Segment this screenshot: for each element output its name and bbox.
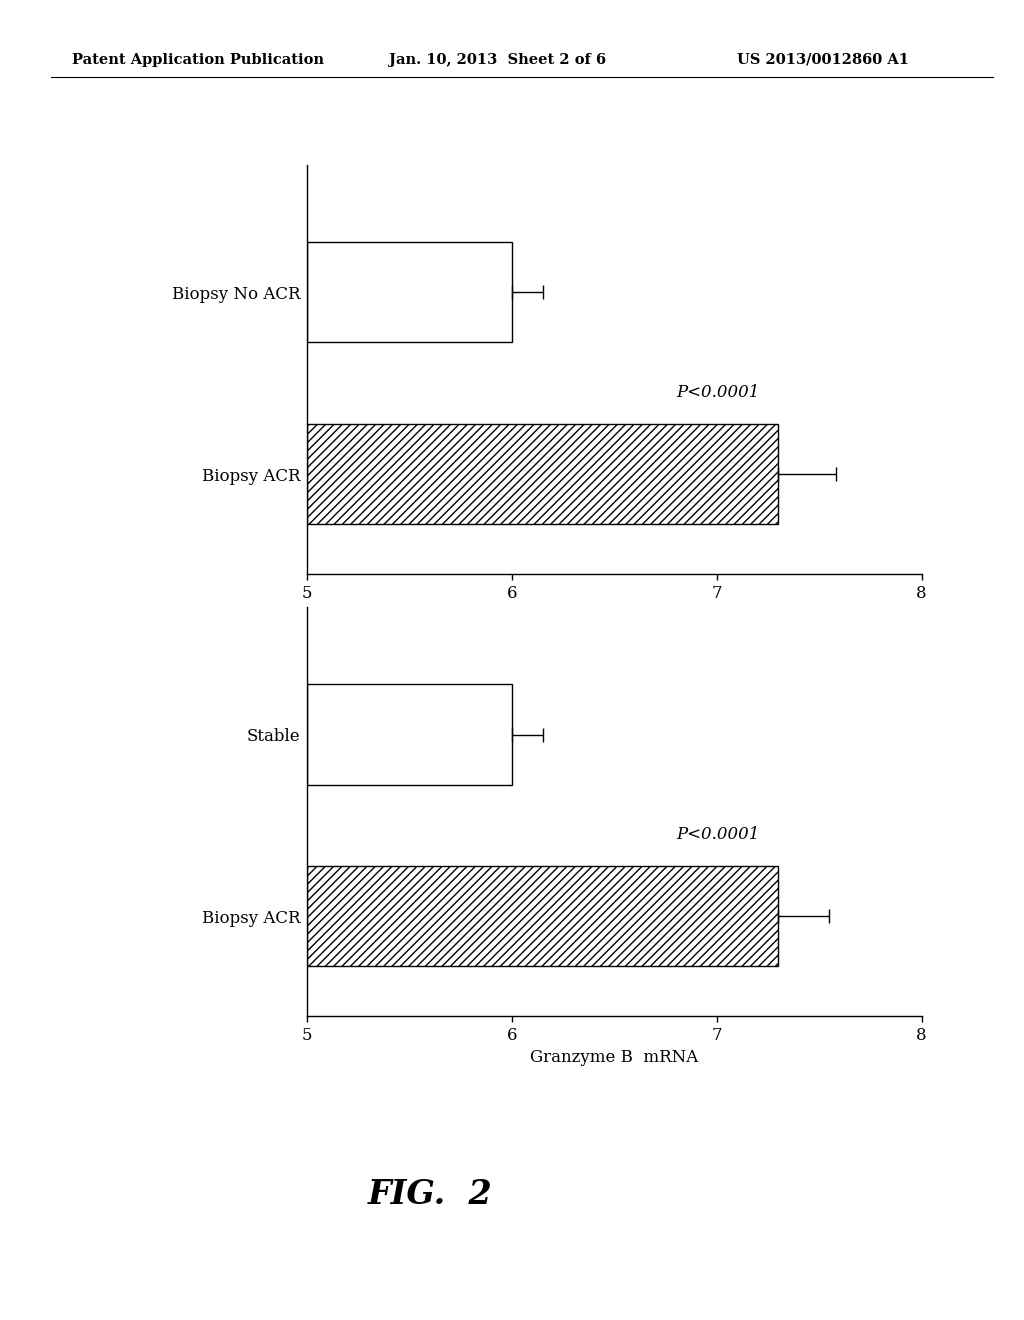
Bar [307, 685, 512, 784]
Text: FIG.  2: FIG. 2 [368, 1177, 493, 1212]
X-axis label: Granzyme B  mRNA: Granzyme B mRNA [530, 1049, 698, 1067]
Text: Jan. 10, 2013  Sheet 2 of 6: Jan. 10, 2013 Sheet 2 of 6 [389, 53, 606, 67]
Bar [307, 243, 512, 342]
X-axis label: Granzyme B  mRNA: Granzyme B mRNA [530, 607, 698, 624]
Bar [307, 866, 778, 966]
Text: Patent Application Publication: Patent Application Publication [72, 53, 324, 67]
Text: P<0.0001: P<0.0001 [676, 384, 759, 401]
Text: US 2013/0012860 A1: US 2013/0012860 A1 [737, 53, 909, 67]
Text: P<0.0001: P<0.0001 [676, 826, 759, 843]
Bar [307, 424, 778, 524]
